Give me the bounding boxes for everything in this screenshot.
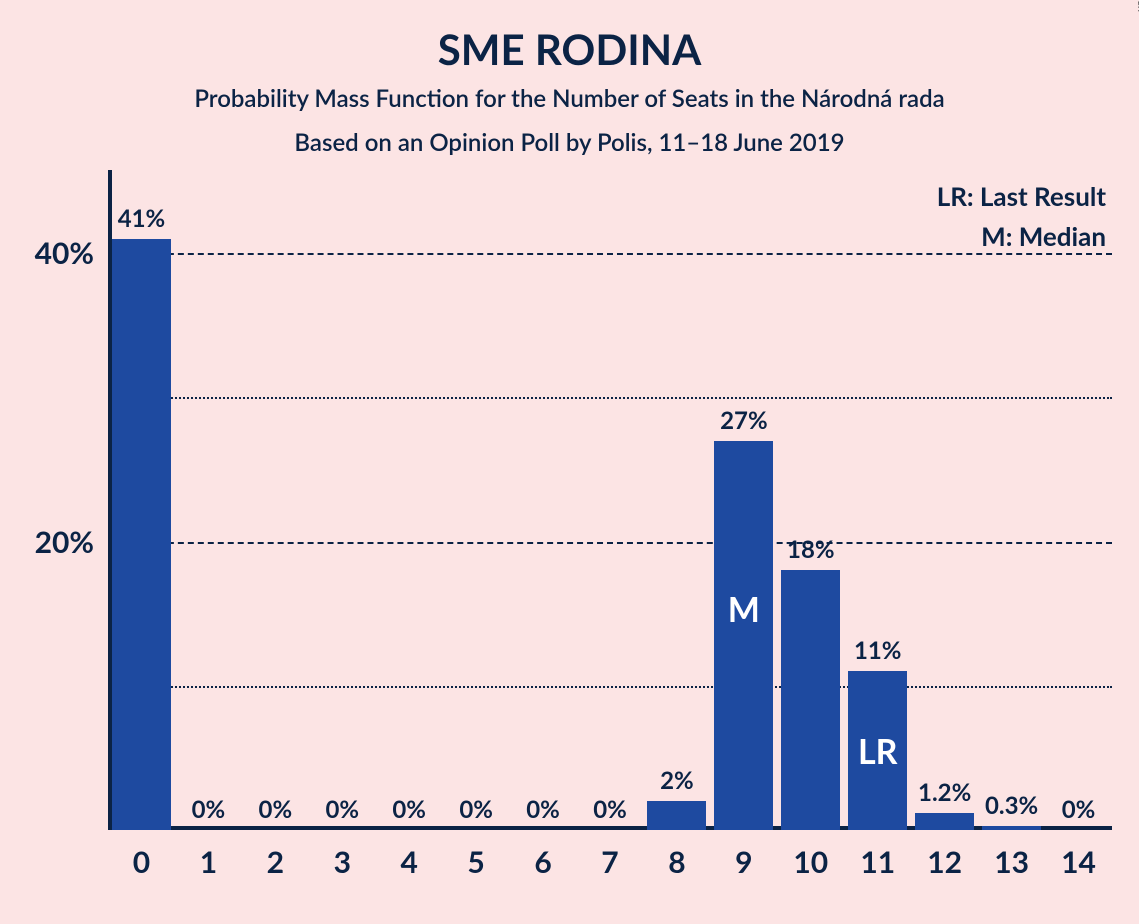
- bar: [915, 813, 974, 830]
- copyright-label: © 2020 Filip van Laenen: [1135, 0, 1139, 12]
- chart-title: SME RODINA: [0, 24, 1139, 74]
- xtick-label: 0: [133, 844, 150, 880]
- bar-value-label: 41%: [118, 204, 166, 233]
- xtick-label: 2: [267, 844, 284, 880]
- bar-inner-label: LR: [858, 731, 898, 772]
- bar: [714, 441, 773, 830]
- xtick-label: 7: [601, 844, 618, 880]
- ytick-label: 40%: [35, 235, 94, 271]
- bar-value-label: 0%: [593, 795, 627, 824]
- bar-value-label: 1.2%: [918, 778, 971, 807]
- gridline-minor: [108, 686, 1112, 688]
- gridline-major: [108, 542, 1112, 544]
- bar: [781, 570, 840, 830]
- plot-area: LR: Last Result M: Median 20%40%41%00%10…: [108, 210, 1112, 830]
- bar-value-label: 0%: [1062, 795, 1096, 824]
- xtick-label: 1: [200, 844, 217, 880]
- xtick-label: 10: [793, 844, 828, 880]
- xtick-label: 4: [400, 844, 417, 880]
- xtick-label: 6: [534, 844, 551, 880]
- bar-value-label: 11%: [854, 636, 902, 665]
- xtick-label: 11: [860, 844, 895, 880]
- bar: [982, 826, 1041, 830]
- bar-value-label: 0%: [459, 795, 493, 824]
- bar: [647, 801, 706, 830]
- bar-value-label: 0%: [392, 795, 426, 824]
- xtick-label: 12: [927, 844, 962, 880]
- bar-value-label: 0%: [526, 795, 560, 824]
- chart-canvas: SME RODINA Probability Mass Function for…: [0, 0, 1139, 924]
- legend-lr: LR: Last Result: [937, 180, 1106, 212]
- bar-value-label: 27%: [720, 406, 768, 435]
- xtick-label: 14: [1061, 844, 1096, 880]
- gridline-minor: [108, 397, 1112, 399]
- legend-m: M: Median: [981, 220, 1106, 252]
- gridline-major: [108, 253, 1112, 255]
- chart-subtitle-1: Probability Mass Function for the Number…: [0, 84, 1139, 113]
- ytick-label: 20%: [35, 524, 94, 560]
- bar-value-label: 0.3%: [985, 791, 1038, 820]
- bar-value-label: 2%: [660, 766, 694, 795]
- xtick-label: 8: [668, 844, 685, 880]
- xtick-label: 9: [735, 844, 752, 880]
- bar-value-label: 18%: [787, 535, 835, 564]
- bar-value-label: 0%: [192, 795, 226, 824]
- bar-value-label: 0%: [325, 795, 359, 824]
- chart-subtitle-2: Based on an Opinion Poll by Polis, 11–18…: [0, 128, 1139, 157]
- xtick-label: 3: [334, 844, 351, 880]
- bar-inner-label: M: [728, 589, 760, 630]
- xtick-label: 5: [467, 844, 484, 880]
- xtick-label: 13: [994, 844, 1029, 880]
- bar: [112, 239, 171, 830]
- bar-value-label: 0%: [259, 795, 293, 824]
